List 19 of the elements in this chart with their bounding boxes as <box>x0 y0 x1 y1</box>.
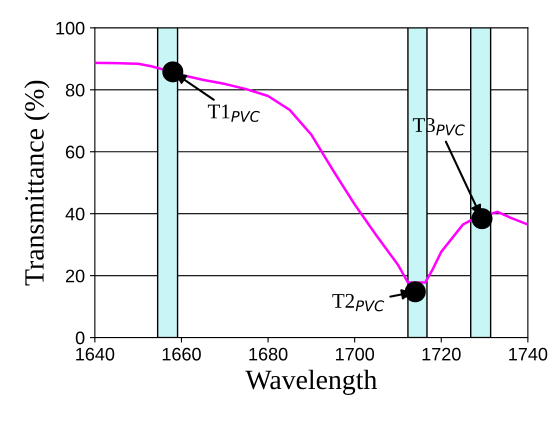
x-tick-label: 1720 <box>422 348 461 361</box>
x-axis-title: Wavelength <box>245 370 377 395</box>
point <box>404 281 426 302</box>
y-tick-label: 0 <box>76 332 84 344</box>
x-tick-label: 1700 <box>336 348 374 361</box>
point <box>471 208 492 230</box>
annotation: T2$_{PVC}$ <box>332 294 384 312</box>
x-tick-label: 1680 <box>249 348 288 361</box>
x-tick-label: 1660 <box>162 348 201 361</box>
x-tick-label: 1640 <box>76 348 114 361</box>
y-axis-title: Transmittance (%) <box>24 80 50 286</box>
annotation: T1$_{PVC}$ <box>208 104 260 122</box>
x-tick-label: 1740 <box>509 348 548 361</box>
y-tick-label: 40 <box>65 208 84 220</box>
y-tick-label: 80 <box>66 84 84 97</box>
y-tick-label: 60 <box>66 146 84 158</box>
y-tick-label: 100 <box>56 22 84 35</box>
point <box>162 61 184 82</box>
y-tick-label: 20 <box>66 270 84 282</box>
